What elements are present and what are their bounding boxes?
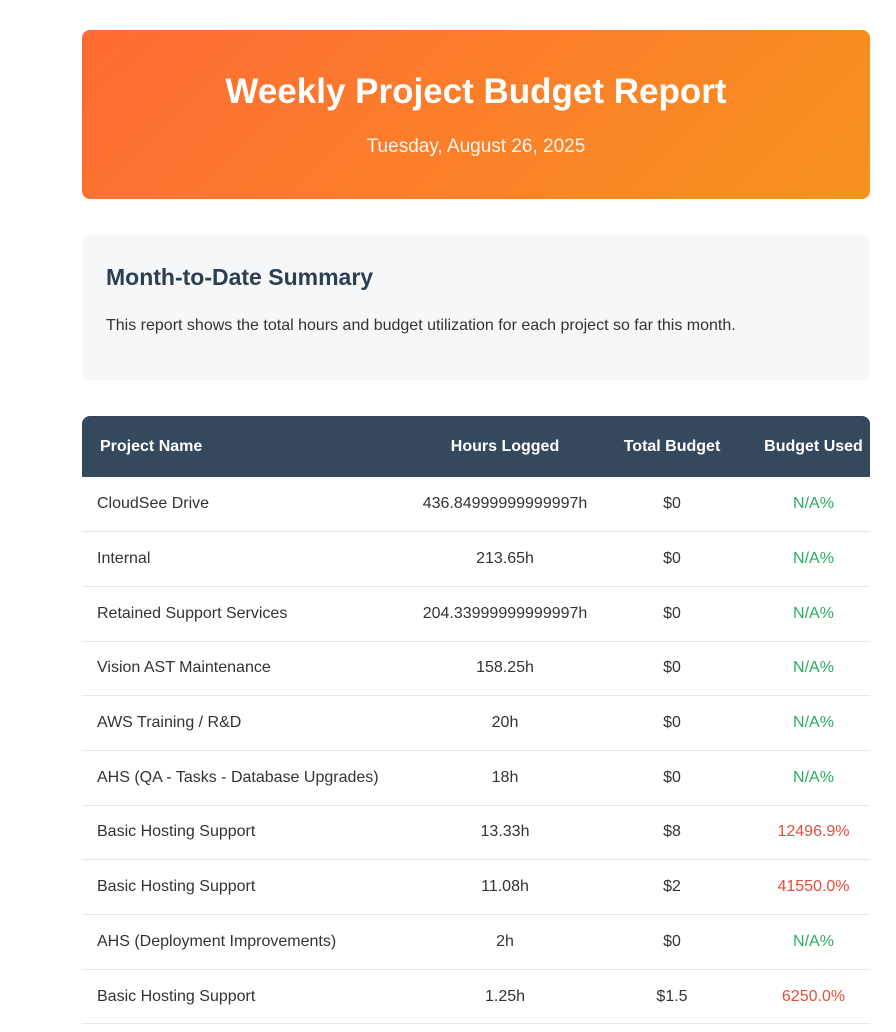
total-budget-cell: $0 [663,659,681,677]
summary-section: Month-to-Date Summary This report shows … [82,235,870,380]
budget-used-cell: N/A% [793,604,834,622]
total-budget-cell: $0 [663,495,681,513]
table-header-row: Project Name Hours Logged Total Budget B… [82,416,870,477]
table-row: Retained Support Services 204.3399999999… [82,586,870,642]
total-budget-cell: $0 [663,714,681,732]
total-budget-cell: $0 [663,768,681,786]
budget-used-cell: N/A% [793,550,834,568]
table-row: AHS (Deployment Improvements) 2h $0 N/A% [82,915,870,970]
column-header-project-name: Project Name [100,437,203,455]
budget-used-cell: 6250.0% [781,987,846,1005]
budget-used-cell: N/A% [793,932,834,950]
project-name-cell: Basic Hosting Support [97,878,256,896]
summary-text: This report shows the total hours and bu… [106,317,736,334]
total-budget-cell: $2 [663,878,681,896]
hours-logged-cell: 213.65h [476,550,534,568]
total-budget-cell: $0 [663,932,681,950]
hours-logged-cell: 2h [496,932,514,950]
project-name-cell: Internal [97,550,151,568]
project-name-cell: Vision AST Maintenance [97,659,271,677]
hours-logged-cell: 20h [491,714,519,732]
table-row: AHS (QA - Tasks - Database Upgrades) 18h… [82,750,870,806]
hours-logged-cell: 1.25h [484,987,526,1005]
budget-used-cell: N/A% [793,495,834,513]
table-header: Project Name Hours Logged Total Budget B… [82,416,870,477]
hours-logged-cell: 18h [491,768,519,786]
table-row: Basic Hosting Support 11.08h $2 41550.0% [82,860,870,915]
report-container: Weekly Project Budget Report Tuesday, Au… [82,30,870,1024]
report-title: Weekly Project Budget Report [225,72,727,111]
budget-used-cell: N/A% [793,659,834,677]
total-budget-cell: $0 [663,550,681,568]
budget-used-cell: N/A% [793,768,834,786]
summary-heading: Month-to-Date Summary [106,264,374,290]
project-name-cell: AHS (Deployment Improvements) [97,932,337,950]
table-body: CloudSee Drive 436.84999999999997h $0 N/… [82,477,870,1024]
budget-table: Project Name Hours Logged Total Budget B… [82,416,870,1024]
report-header: Weekly Project Budget Report Tuesday, Au… [82,30,870,199]
project-name-cell: AHS (QA - Tasks - Database Upgrades) [97,768,379,786]
project-name-cell: Retained Support Services [97,604,288,622]
table-row: Basic Hosting Support 1.25h $1.5 6250.0% [82,969,870,1024]
table-row: Internal 213.65h $0 N/A% [82,532,870,587]
hours-logged-cell: 436.84999999999997h [422,495,588,513]
project-name-cell: AWS Training / R&D [97,714,242,732]
hours-logged-cell: 158.25h [476,659,534,677]
report-date: Tuesday, August 26, 2025 [366,136,586,157]
hours-logged-cell: 13.33h [480,823,530,841]
hours-logged-cell: 11.08h [481,878,529,896]
table-row: Vision AST Maintenance 158.25h $0 N/A% [82,641,870,696]
column-header-total-budget: Total Budget [623,437,721,455]
column-header-budget-used: Budget Used [764,437,863,455]
budget-used-cell: N/A% [793,714,834,732]
project-name-cell: Basic Hosting Support [97,823,256,841]
hours-logged-cell: 204.33999999999997h [422,604,588,622]
table-row: CloudSee Drive 436.84999999999997h $0 N/… [82,477,870,532]
budget-used-cell: 12496.9% [777,823,850,841]
budget-table-wrapper: Project Name Hours Logged Total Budget B… [82,416,870,1024]
total-budget-cell: $0 [663,604,681,622]
project-name-cell: CloudSee Drive [97,495,210,513]
total-budget-cell: $8 [663,823,681,841]
column-header-hours-logged: Hours Logged [450,437,560,455]
project-name-cell: Basic Hosting Support [97,987,256,1005]
table-row: AWS Training / R&D 20h $0 N/A% [82,696,870,751]
table-row: Basic Hosting Support 13.33h $8 12496.9% [82,805,870,860]
budget-used-cell: 41550.0% [777,878,850,896]
total-budget-cell: $1.5 [656,987,688,1005]
